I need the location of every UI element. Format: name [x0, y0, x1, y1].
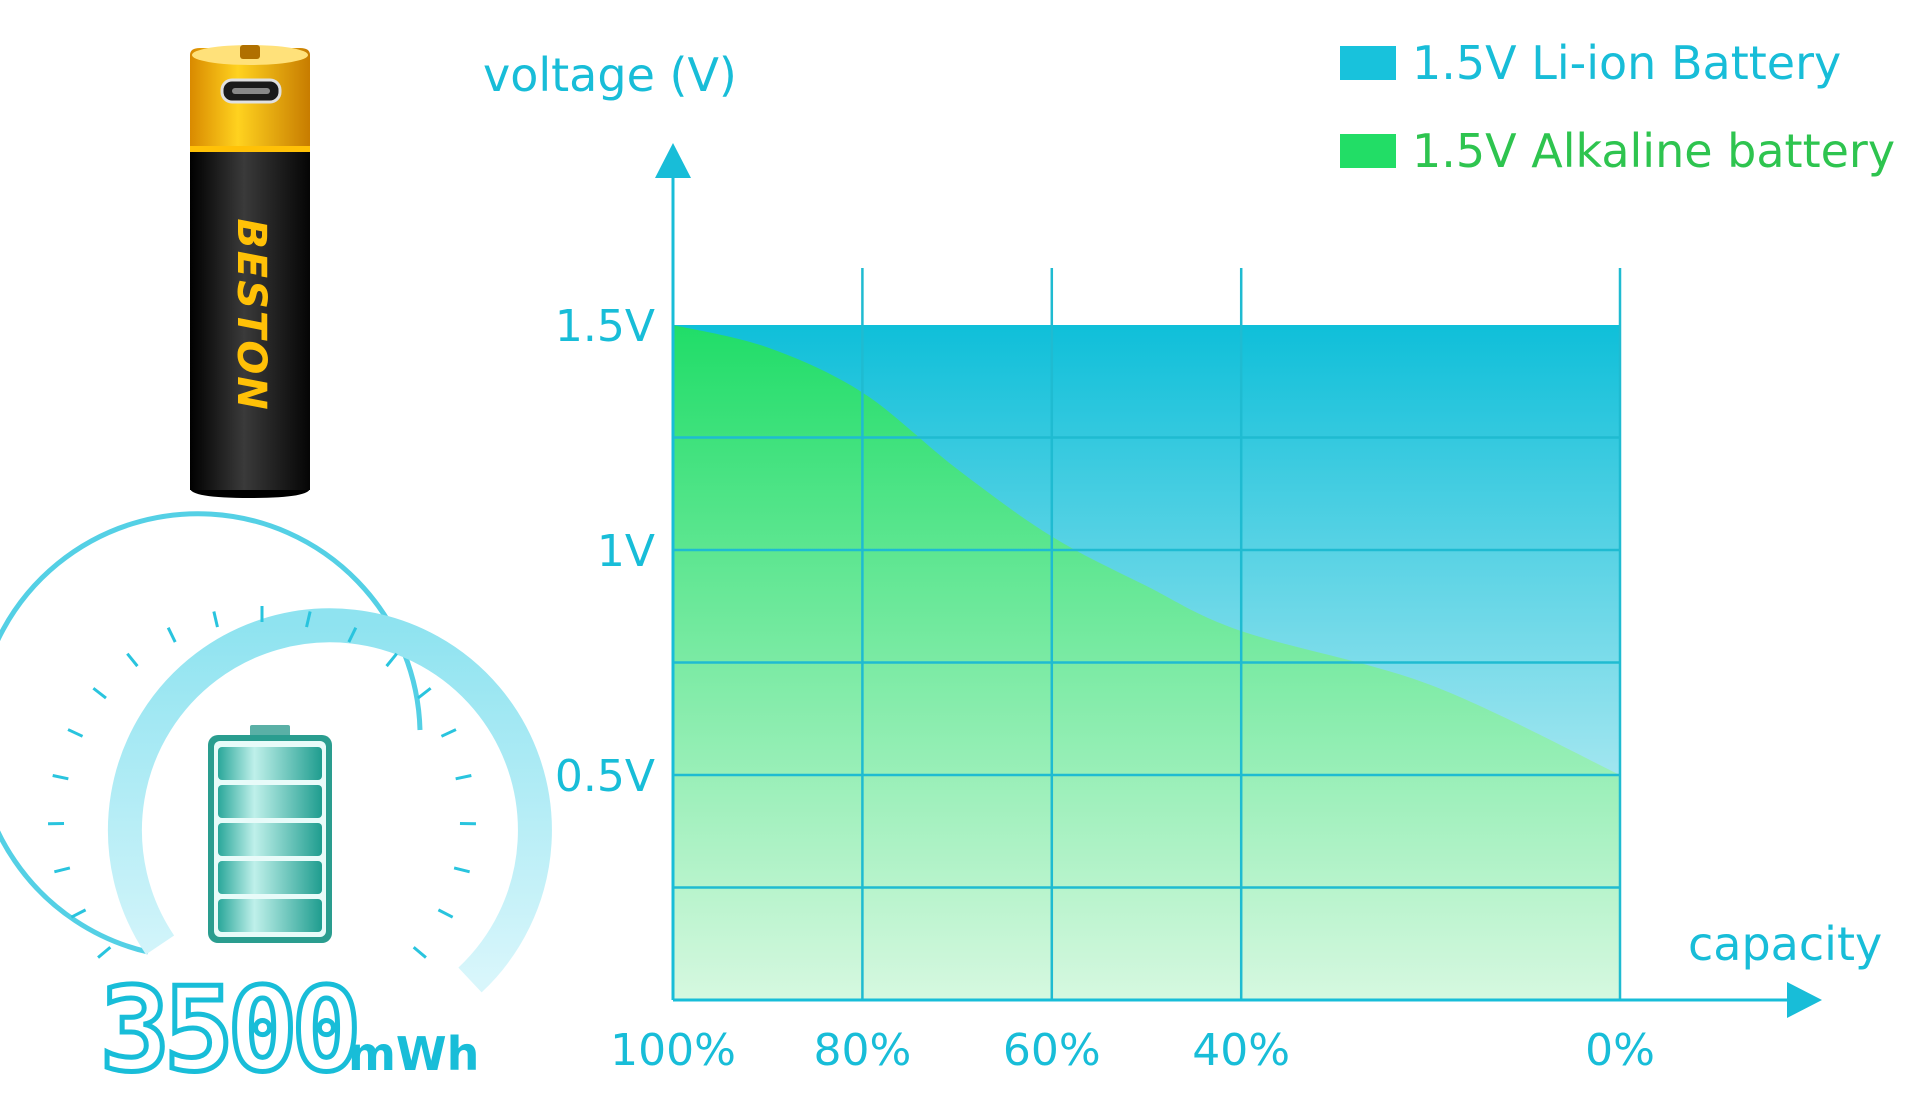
- gauge-tick: [385, 652, 398, 668]
- brand-logo: BESTON: [228, 218, 274, 411]
- capacity-unit: mWh: [348, 1027, 479, 1081]
- legend-swatch-alkaline: [1340, 134, 1396, 168]
- y-tick-label: 1.5V: [555, 301, 655, 352]
- aa-battery-illustration: BESTON: [190, 45, 310, 498]
- x-tick-label: 0%: [1585, 1025, 1655, 1076]
- y-axis-arrow: [655, 143, 691, 178]
- cell-bar: [218, 785, 322, 818]
- gauge-tick: [412, 946, 427, 959]
- x-tick-label: 80%: [814, 1025, 912, 1076]
- gauge-tick: [305, 611, 312, 628]
- y-tick-label: 1V: [597, 526, 655, 577]
- x-tick-label: 60%: [1003, 1025, 1101, 1076]
- discharge-chart: 1.5V 1V 0.5V 100% 80% 60% 40% 0%: [555, 143, 1822, 1076]
- gauge-tick: [166, 627, 177, 643]
- gauge-tick: [126, 652, 139, 668]
- gauge-tick: [70, 908, 87, 919]
- cell-bar: [218, 899, 322, 932]
- legend-swatch-liion: [1340, 46, 1396, 80]
- gauge-tick: [453, 866, 471, 874]
- gridlines: [673, 268, 1622, 1000]
- gauge-tick: [212, 611, 219, 628]
- legend: 1.5V Li-ion Battery 1.5V Alkaline batter…: [1340, 36, 1895, 178]
- x-tick-label: 40%: [1192, 1025, 1290, 1076]
- battery-cell-icon: [208, 725, 332, 943]
- x-tick-label: 100%: [610, 1025, 736, 1076]
- x-axis-arrow: [1787, 982, 1822, 1018]
- cell-bar: [218, 747, 322, 780]
- y-axis-title: voltage (V): [483, 48, 737, 102]
- gauge-tick: [67, 728, 84, 738]
- gauge-tick: [92, 687, 107, 700]
- capacity-value: 3500: [100, 963, 355, 1098]
- gauge-tick: [440, 728, 457, 738]
- gauge-tick: [455, 774, 472, 781]
- gauge-tick: [417, 687, 432, 700]
- axes: [655, 143, 1822, 1018]
- cell-bar: [218, 861, 322, 894]
- gauge-tick: [347, 627, 358, 643]
- gauge-tick: [52, 774, 69, 781]
- gauge-tick: [437, 908, 454, 919]
- gauge-tick: [53, 866, 71, 874]
- capacity-gauge: [0, 511, 552, 993]
- x-axis-title: capacity: [1688, 917, 1882, 971]
- legend-label-alkaline: 1.5V Alkaline battery: [1412, 124, 1895, 178]
- gauge-tick: [97, 946, 112, 959]
- legend-label-liion: 1.5V Li-ion Battery: [1412, 36, 1841, 90]
- y-tick-label: 0.5V: [555, 751, 655, 802]
- cell-bar: [218, 823, 322, 856]
